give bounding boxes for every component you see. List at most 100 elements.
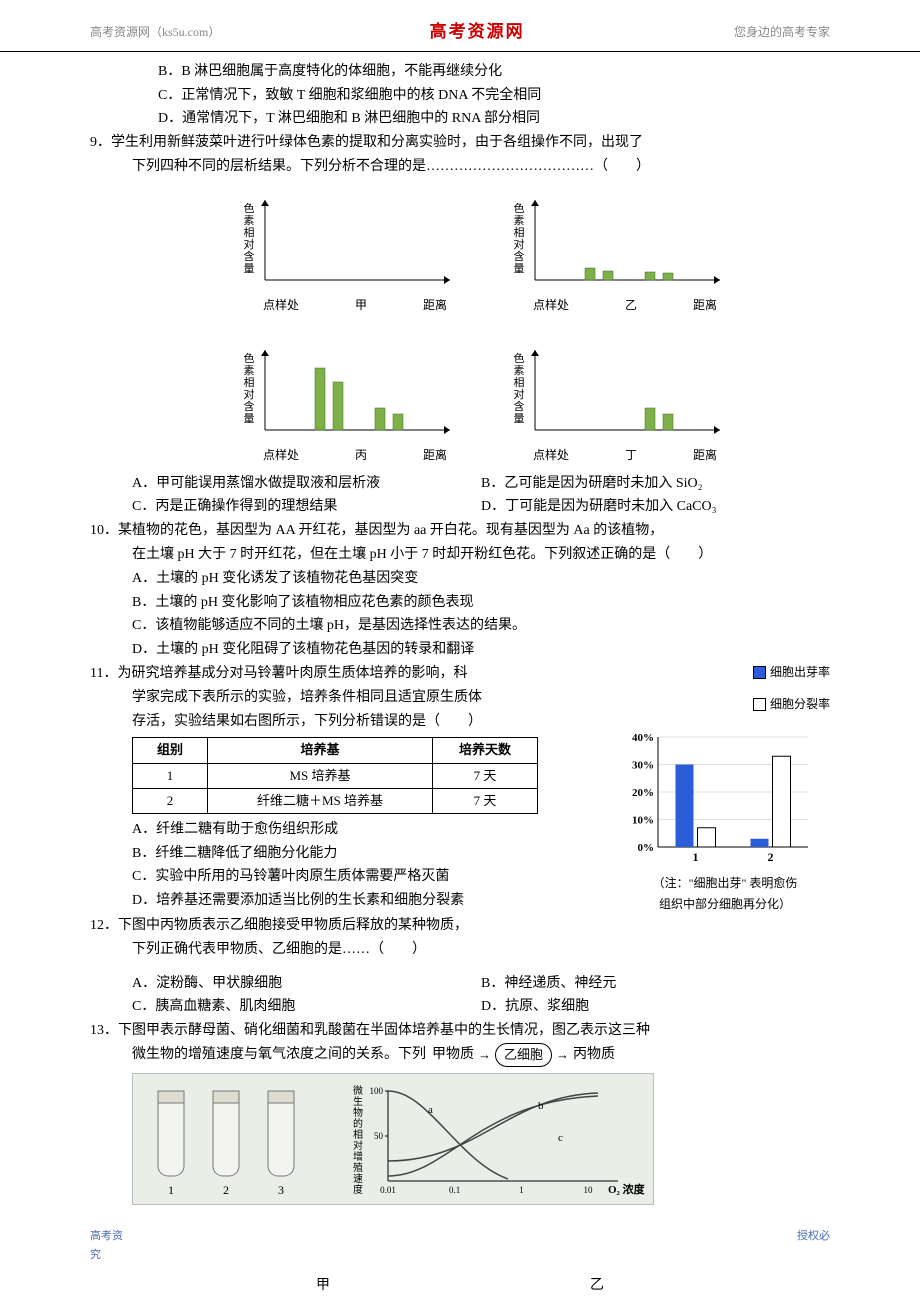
q9-bing-xr: 距离 xyxy=(423,445,447,465)
q10-stem-2: 在土壤 pH 大于 7 时开红花，但在土壤 pH 小于 7 时却开粉红色花。下列… xyxy=(132,543,830,567)
footer-left: 高考资 究 xyxy=(90,1227,123,1264)
svg-text:0.01: 0.01 xyxy=(380,1185,396,1195)
svg-text:相: 相 xyxy=(244,226,255,239)
svg-text:素: 素 xyxy=(514,214,525,227)
header-right: 您身边的高考专家 xyxy=(734,22,830,42)
q12-stem-2: 下列正确代表甲物质、乙细胞的是……（ ） xyxy=(132,938,830,962)
header-center-logo: 高考资源网 xyxy=(430,18,525,47)
q9-chart-yi: 色素相对含量 点样处乙距离 xyxy=(505,185,725,315)
svg-text:含: 含 xyxy=(514,249,525,263)
svg-text:量: 量 xyxy=(244,412,255,425)
q11-r1c2: MS 培养基 xyxy=(208,763,433,788)
svg-text:10%: 10% xyxy=(632,814,654,826)
q11-stem-3: 存活，实验结果如右图所示，下列分析错误的是（ ） xyxy=(132,710,610,734)
svg-text:0.1: 0.1 xyxy=(449,1185,460,1195)
svg-text:对: 对 xyxy=(353,1139,363,1152)
q9-option-c: C．丙是正确操作得到的理想结果 xyxy=(132,495,481,519)
svg-text:1: 1 xyxy=(519,1185,524,1195)
svg-text:素: 素 xyxy=(244,364,255,377)
svg-text:量: 量 xyxy=(244,262,255,275)
q9-ding-xl: 点样处 xyxy=(533,445,569,465)
q10-option-b: B．土壤的 pH 变化影响了该植物相应花色素的颜色表现 xyxy=(132,591,830,615)
svg-text:1: 1 xyxy=(693,850,699,864)
footer-right: 授权必 xyxy=(797,1227,830,1264)
q9-option-a: A．甲可能误用蒸馏水做提取液和层析液 xyxy=(132,472,481,496)
q13-stem-1: 13．下图甲表示酵母菌、硝化细菌和乳酸菌在半固体培养基中的生长情况，图乙表示这三… xyxy=(90,1019,830,1043)
q9-ding-xr: 距离 xyxy=(693,445,717,465)
q12-option-d: D．抗原、浆细胞 xyxy=(481,995,830,1019)
svg-text:对: 对 xyxy=(244,237,255,251)
q11-table: 组别培养基培养天数 1MS 培养基7 天 2纤维二糖＋MS 培养基7 天 xyxy=(132,737,538,813)
svg-text:30%: 30% xyxy=(632,759,654,771)
q11-option-b: B．纤维二糖降低了细胞分化能力 xyxy=(132,842,610,866)
q11-bar-chart: 0%10%20%30%40%12 xyxy=(620,717,820,867)
svg-text:相: 相 xyxy=(244,376,255,389)
svg-text:20%: 20% xyxy=(632,787,654,799)
q10-stem-1: 10．某植物的花色，基因型为 AA 开红花，基因型为 aa 开白花。现有基因型为… xyxy=(90,519,830,543)
flow-node-2: 乙细胞 xyxy=(495,1043,552,1067)
svg-text:100: 100 xyxy=(370,1086,384,1096)
svg-text:的: 的 xyxy=(353,1117,363,1130)
arrow-icon: → xyxy=(478,1044,491,1066)
q10-option-d: D．土壤的 pH 变化阻碍了该植物花色基因的转录和翻译 xyxy=(132,638,830,662)
svg-text:b: b xyxy=(538,1100,544,1112)
svg-text:度: 度 xyxy=(353,1183,363,1196)
svg-text:色: 色 xyxy=(514,351,525,365)
q9-option-b: B．乙可能是因为研磨时未加入 SiO₂ xyxy=(481,472,830,496)
svg-text:殖: 殖 xyxy=(353,1161,363,1174)
q12-stem-1: 12．下图中丙物质表示乙细胞接受甲物质后释放的某种物质， xyxy=(90,914,830,938)
svg-text:含: 含 xyxy=(244,399,255,413)
pre-q-option-b: B．B 淋巴细胞属于高度特化的体细胞，不能再继续分化 xyxy=(158,60,830,84)
q11-note: （注："细胞出芽" 表明愈伤 组织中部分细胞再分化） xyxy=(620,873,830,914)
svg-text:素: 素 xyxy=(244,214,255,227)
q11-option-d: D．培养基还需要添加适当比例的生长素和细胞分裂素 xyxy=(132,889,610,913)
svg-text:10: 10 xyxy=(584,1185,594,1195)
svg-text:2: 2 xyxy=(223,1183,229,1197)
q11-legend2: 细胞分裂率 xyxy=(770,694,830,714)
svg-text:相: 相 xyxy=(514,376,525,389)
q9-bing-label: 丙 xyxy=(355,445,367,465)
q9-chart-ding: 色素相对含量 点样处丁距离 xyxy=(505,335,725,465)
svg-text:相: 相 xyxy=(514,226,525,239)
q11-th2: 培养基 xyxy=(208,738,433,763)
svg-text:50: 50 xyxy=(374,1131,384,1141)
svg-text:c: c xyxy=(558,1132,563,1144)
svg-text:微: 微 xyxy=(353,1084,363,1097)
svg-text:含: 含 xyxy=(514,399,525,413)
q11-r2c1: 2 xyxy=(133,788,208,813)
q11-stem-1: 11．为研究培养基成分对马铃薯叶肉原生质体培养的影响，科 xyxy=(90,662,610,686)
q11-th3: 培养天数 xyxy=(433,738,538,763)
svg-text:1: 1 xyxy=(168,1183,174,1197)
q11-legend1: 细胞出芽率 xyxy=(770,662,830,682)
pre-q-option-c: C．正常情况下，致敏 T 细胞和浆细胞中的核 DNA 不完全相同 xyxy=(158,84,830,108)
flow-node-3: 丙物质 xyxy=(573,1043,615,1067)
svg-text:2: 2 xyxy=(768,850,774,864)
q9-chart-jia: 色素相对含量 点样处甲距离 xyxy=(235,185,455,315)
q13-flow-diagram: 甲物质 → 乙细胞 → 丙物质 xyxy=(432,1043,615,1067)
q9-yi-label: 乙 xyxy=(625,295,637,315)
q12-option-c: C．胰高血糖素、肌肉细胞 xyxy=(132,995,481,1019)
q12-option-a: A．淀粉酶、甲状腺细胞 xyxy=(132,972,481,996)
svg-text:0%: 0% xyxy=(638,842,655,854)
svg-text:物: 物 xyxy=(353,1106,363,1119)
q11-r2c2: 纤维二糖＋MS 培养基 xyxy=(208,788,433,813)
q13-figure: 123微生物的相对增殖速度501000.010.1110O₂ 浓度abc xyxy=(132,1073,654,1205)
q11-r1c1: 1 xyxy=(133,763,208,788)
pre-q-option-d: D．通常情况下，T 淋巴细胞和 B 淋巴细胞中的 RNA 部分相同 xyxy=(158,107,830,131)
svg-text:对: 对 xyxy=(514,237,525,251)
svg-text:3: 3 xyxy=(278,1183,284,1197)
q9-bing-xl: 点样处 xyxy=(263,445,299,465)
q11-r2c3: 7 天 xyxy=(433,788,538,813)
svg-text:增: 增 xyxy=(353,1150,363,1163)
q12-option-b: B．神经递质、神经元 xyxy=(481,972,830,996)
svg-text:素: 素 xyxy=(514,364,525,377)
q9-jia-xl: 点样处 xyxy=(263,295,299,315)
q9-chart-bing: 色素相对含量 点样处丙距离 xyxy=(235,335,455,465)
q9-ding-label: 丁 xyxy=(625,445,637,465)
svg-text:色: 色 xyxy=(244,351,255,365)
q9-stem-1: 9．学生利用新鲜菠菜叶进行叶绿体色素的提取和分离实验时，由于各组操作不同，出现了 xyxy=(90,131,830,155)
q11-r1c3: 7 天 xyxy=(433,763,538,788)
header-left: 高考资源网（ks5u.com） xyxy=(90,22,220,42)
q10-option-c: C．该植物能够适应不同的土壤 pH，是基因选择性表达的结果。 xyxy=(132,614,830,638)
q10-option-a: A．土壤的 pH 变化诱发了该植物花色基因突变 xyxy=(132,567,830,591)
